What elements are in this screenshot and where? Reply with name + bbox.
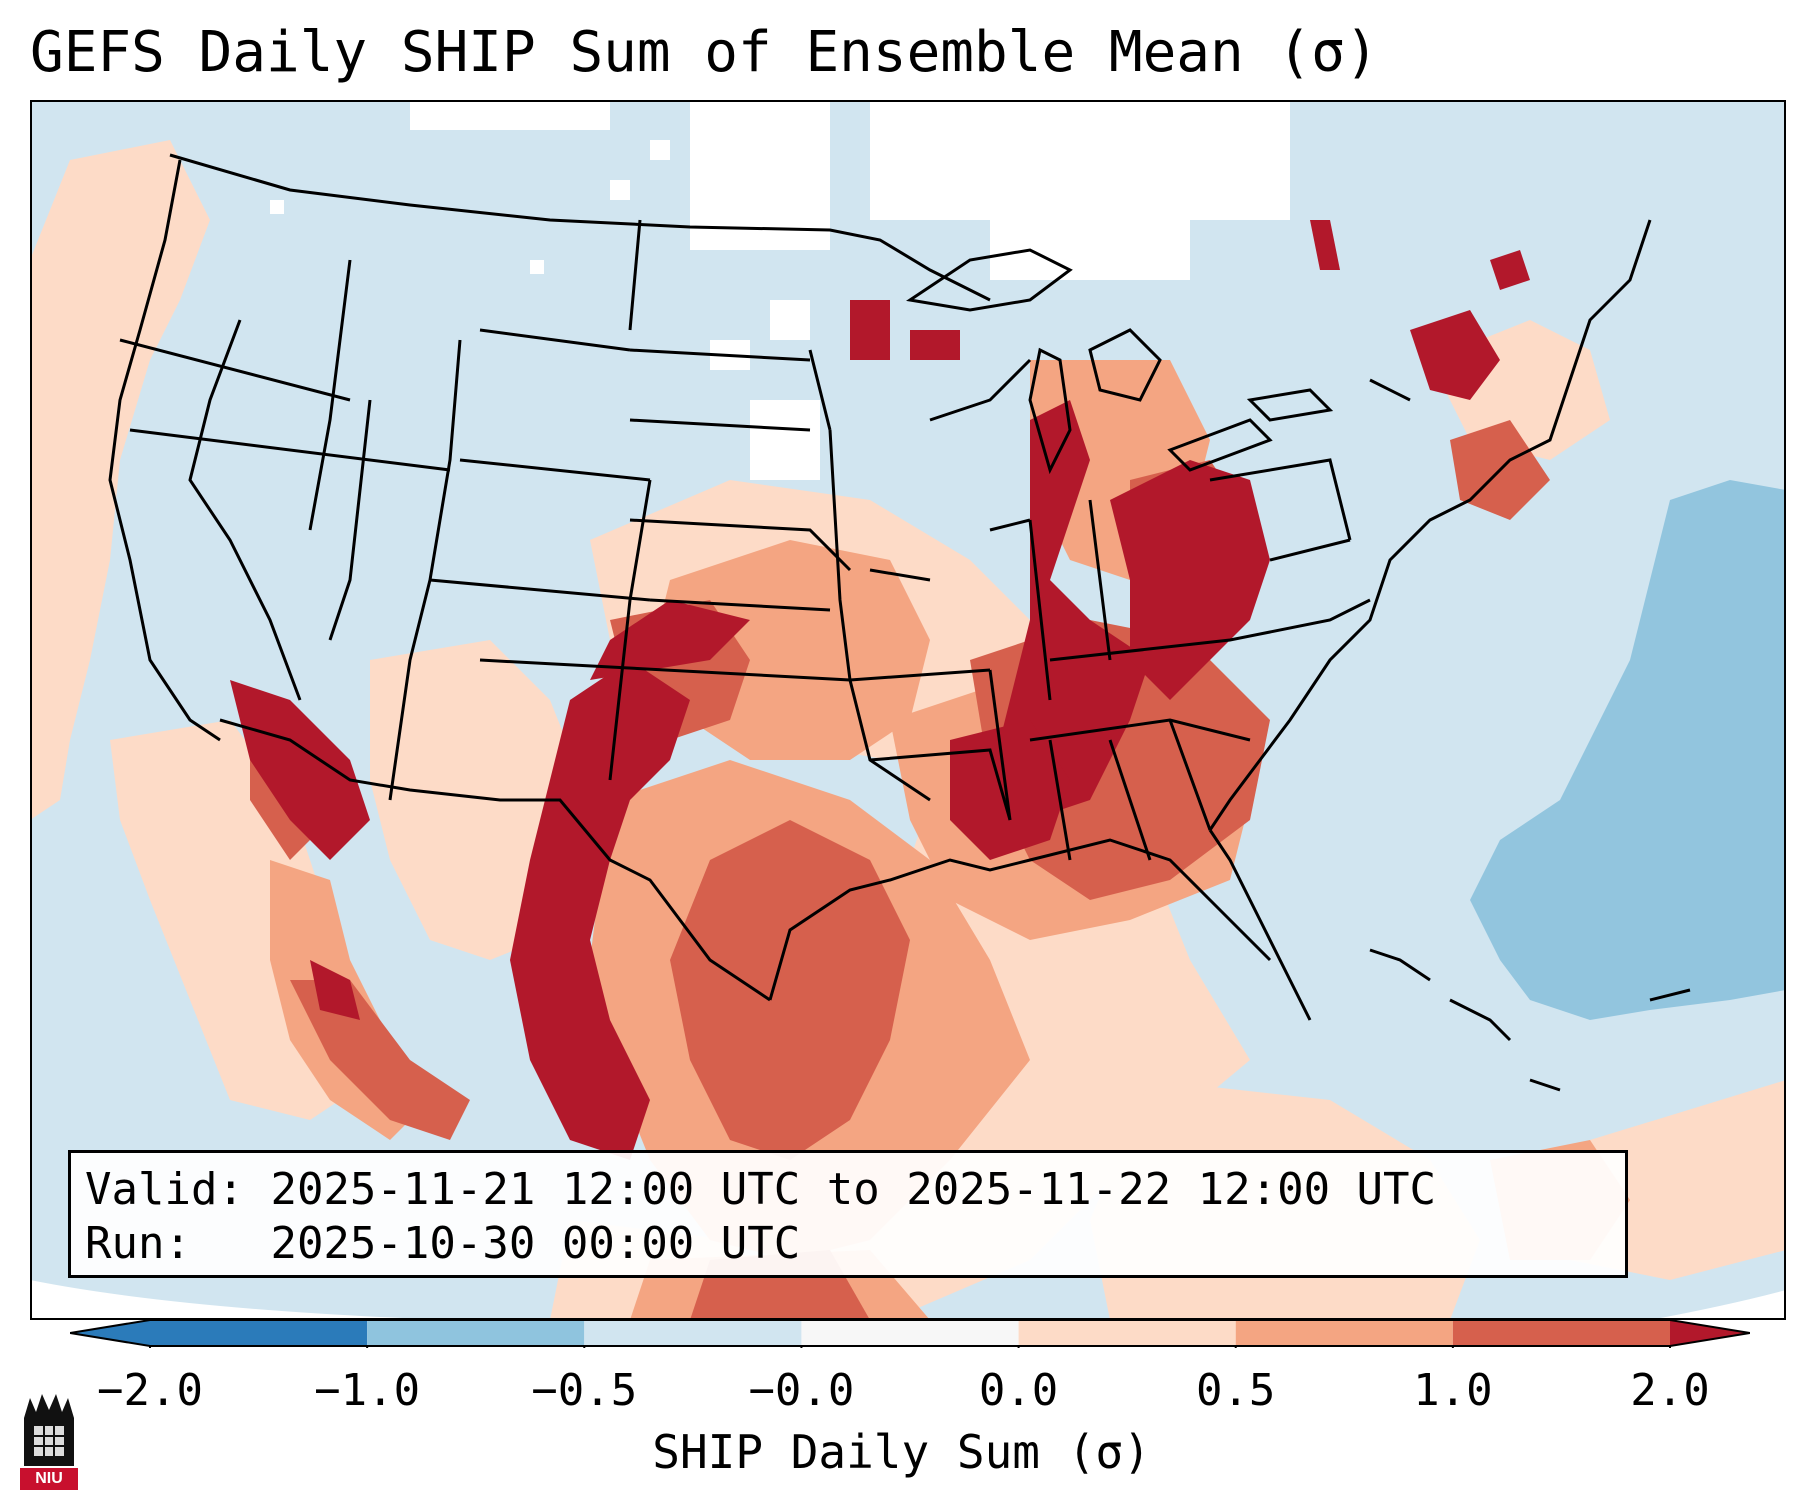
colorbar-tick-label: −0.0 [748,1365,855,1416]
colorbar-label: SHIP Daily Sum (σ) [652,1425,1151,1479]
valid-row: Valid: 2025-11-21 12:00 UTC to 2025-11-2… [85,1163,1611,1217]
map-title: GEFS Daily SHIP Sum of Ensemble Mean (σ) [30,20,1379,85]
colorbar-segment [367,1320,585,1346]
colorbar-tick-label: 1.0 [1413,1365,1493,1416]
domain-corner-bottom-left [30,1280,450,1320]
colorbar-tick-label: −1.0 [314,1365,421,1416]
colorbar-tick-label: −0.5 [531,1365,638,1416]
colorbar-segments [70,1320,1750,1346]
run-info-box: Valid: 2025-11-21 12:00 UTC to 2025-11-2… [68,1150,1628,1278]
near-zero-patches [270,100,1290,480]
colorbar-segment [150,1320,368,1346]
valid-value: 2025-11-21 12:00 UTC to 2025-11-22 12:00… [270,1164,1437,1215]
colorbar-segment [1018,1320,1236,1346]
colorbar-tick-label: 2.0 [1630,1365,1710,1416]
colorbar [70,1319,1750,1348]
colorbar-segment [584,1320,802,1346]
colorbar-tick-label: −2.0 [97,1365,203,1416]
colorbar-segment [801,1320,1019,1346]
colorbar-tick-label: 0.5 [1195,1365,1276,1416]
colorbar-extend-high [1670,1320,1750,1346]
colorbar-segment [1235,1320,1453,1346]
negative-anomaly-atlantic [1470,480,1786,1020]
niu-logo-text: NIU [20,1468,78,1490]
great-lakes [906,248,1334,475]
political-boundaries [108,153,1652,1021]
colorbar-segment [1452,1320,1670,1346]
run-row: Run: 2025-10-30 00:00 UTC [85,1217,1611,1271]
caribbean-islands [1369,948,1691,1092]
valid-label: Valid: [85,1164,244,1215]
run-label: Run: [85,1218,191,1269]
colorbar-extend-low [70,1320,150,1346]
domain-corner-bottom-right [1650,1290,1786,1320]
map-panel [30,100,1786,1320]
niu-logo [24,1394,74,1466]
colorbar-tick-label: 0.0 [978,1365,1059,1416]
anomaly-dark-red [230,220,1530,1160]
run-value: 2025-10-30 00:00 UTC [270,1218,801,1269]
